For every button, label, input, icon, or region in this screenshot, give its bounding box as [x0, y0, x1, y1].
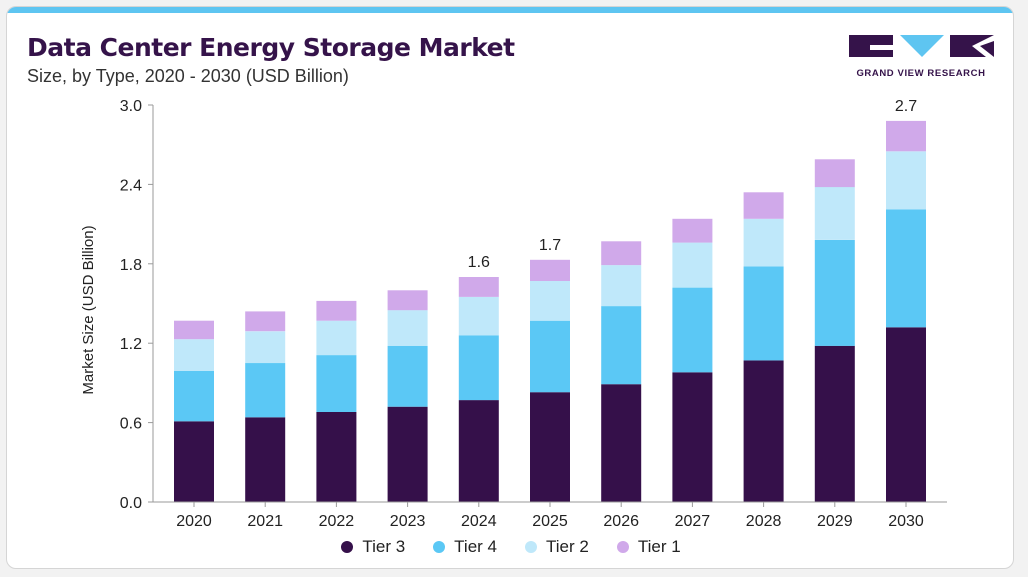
- legend-label: Tier 2: [546, 537, 589, 556]
- legend-item-tier-1: Tier 1: [616, 537, 681, 557]
- legend-label: Tier 1: [637, 537, 681, 556]
- bar-segment-tier-2-2025: [530, 281, 570, 321]
- x-tick-label: 2027: [675, 513, 711, 530]
- bar-segment-tier-3-2026: [601, 384, 642, 502]
- total-label-2025: 1.7: [539, 237, 561, 254]
- legend: Tier 3 Tier 4 Tier 2 Tier 1: [7, 537, 1013, 557]
- chart-subtitle: Size, by Type, 2020 - 2030 (USD Billion): [27, 66, 349, 86]
- annotations: 1.6 1.7 2.7: [468, 98, 918, 271]
- bar-segment-tier-3-2029: [814, 345, 855, 502]
- logo-text: GRAND VIEW RESEARCH: [856, 68, 986, 79]
- grand-view-research-logo: GRAND VIEW RESEARCH: [848, 33, 994, 83]
- bar-segment-tier-3-2028: [743, 360, 784, 502]
- bar-segment-tier-2-2020: [174, 339, 214, 371]
- bar-segment-tier-4-2025: [530, 320, 570, 393]
- bar-segment-tier-1-2028: [743, 192, 784, 219]
- bar-segment-tier-4-2023: [387, 345, 428, 407]
- stacked-bar-chart: 0.0 0.6 1.2 1.8 2.4 3.0 Market Size (USD Bill…: [80, 98, 947, 530]
- bar-segment-tier-1-2030: [886, 120, 926, 152]
- legend-swatch: [341, 541, 354, 553]
- x-tick-label: 2030: [888, 513, 924, 530]
- bar-segment-tier-4-2030: [886, 209, 926, 328]
- legend-label: Tier 3: [362, 537, 406, 556]
- x-tick-label: 2020: [176, 513, 212, 530]
- bars-group: [174, 120, 926, 502]
- bar-segment-tier-2-2027: [672, 242, 713, 288]
- y-tick-label: 0.0: [120, 495, 142, 512]
- bar-segment-tier-3-2024: [458, 400, 499, 502]
- bar-segment-tier-1-2027: [672, 218, 713, 243]
- y-axis-label: Market Size (USD Billion): [80, 225, 97, 394]
- y-tick-label: 1.2: [120, 336, 142, 353]
- x-tick-label: 2029: [817, 513, 853, 530]
- bar-segment-tier-1-2022: [316, 300, 357, 321]
- bar-segment-tier-3-2030: [886, 327, 926, 502]
- x-tick-label: 2028: [746, 513, 782, 530]
- bar-segment-tier-4-2024: [458, 335, 499, 401]
- legend-swatch: [525, 541, 537, 553]
- x-tick-label: 2021: [247, 513, 283, 530]
- total-label-2024: 1.6: [468, 254, 490, 271]
- legend-item-tier-3: Tier 3: [341, 537, 405, 557]
- bar-segment-tier-3-2022: [316, 412, 357, 502]
- bar-segment-tier-2-2023: [387, 310, 428, 346]
- chart-card: Data Center Energy Storage Market Size, …: [6, 6, 1014, 569]
- bar-segment-tier-1-2029: [814, 159, 855, 188]
- bar-segment-tier-2-2026: [601, 265, 642, 307]
- gvr-logo-mark: [849, 35, 994, 57]
- bar-segment-tier-1-2023: [387, 290, 428, 311]
- bar-segment-tier-3-2020: [174, 421, 214, 502]
- bar-segment-tier-4-2029: [814, 240, 855, 346]
- bar-segment-tier-2-2030: [886, 151, 926, 210]
- bar-segment-tier-1-2026: [601, 241, 642, 266]
- bar-segment-tier-4-2021: [245, 363, 286, 418]
- total-label-2030: 2.7: [895, 98, 917, 115]
- bar-segment-tier-2-2021: [245, 331, 286, 364]
- bar-segment-tier-4-2027: [672, 287, 713, 373]
- bar-segment-tier-1-2020: [174, 320, 214, 340]
- y-tick-label: 0.6: [120, 416, 142, 433]
- bar-segment-tier-4-2028: [743, 266, 784, 361]
- y-tick-label: 2.4: [120, 177, 142, 194]
- legend-item-tier-2: Tier 2: [525, 537, 589, 557]
- x-axis: 2020 2021 2022 2023 2024 2025 2026 2027 2028 2029…: [153, 501, 947, 530]
- bar-segment-tier-4-2020: [174, 371, 214, 422]
- bar-segment-tier-3-2027: [672, 372, 713, 502]
- legend-item-tier-4: Tier 4: [433, 537, 497, 557]
- y-tick-label: 1.8: [120, 257, 142, 274]
- y-axis: 0.0 0.6 1.2 1.8 2.4 3.0: [120, 98, 154, 512]
- bar-segment-tier-1-2025: [530, 259, 570, 281]
- x-tick-label: 2025: [532, 513, 568, 530]
- bar-segment-tier-1-2024: [458, 277, 499, 297]
- y-tick-label: 3.0: [120, 98, 142, 115]
- legend-swatch: [616, 541, 629, 553]
- x-tick-label: 2024: [461, 513, 497, 530]
- bar-segment-tier-2-2028: [743, 218, 784, 267]
- legend-swatch: [433, 541, 446, 553]
- bar-segment-tier-2-2024: [458, 296, 499, 336]
- bar-segment-tier-4-2022: [316, 355, 357, 412]
- bar-segment-tier-3-2021: [245, 417, 286, 502]
- bar-segment-tier-3-2025: [530, 392, 570, 502]
- bar-segment-tier-2-2022: [316, 320, 357, 356]
- bar-segment-tier-2-2029: [814, 187, 855, 240]
- accent-bar: [7, 7, 1013, 13]
- chart-title: Data Center Energy Storage Market: [27, 33, 515, 62]
- x-tick-label: 2026: [603, 513, 639, 530]
- legend-label: Tier 4: [454, 537, 497, 556]
- bar-segment-tier-4-2026: [601, 306, 642, 385]
- bar-segment-tier-3-2023: [387, 406, 428, 502]
- x-tick-label: 2023: [390, 513, 426, 530]
- bar-segment-tier-1-2021: [245, 311, 286, 332]
- x-tick-label: 2022: [319, 513, 355, 530]
